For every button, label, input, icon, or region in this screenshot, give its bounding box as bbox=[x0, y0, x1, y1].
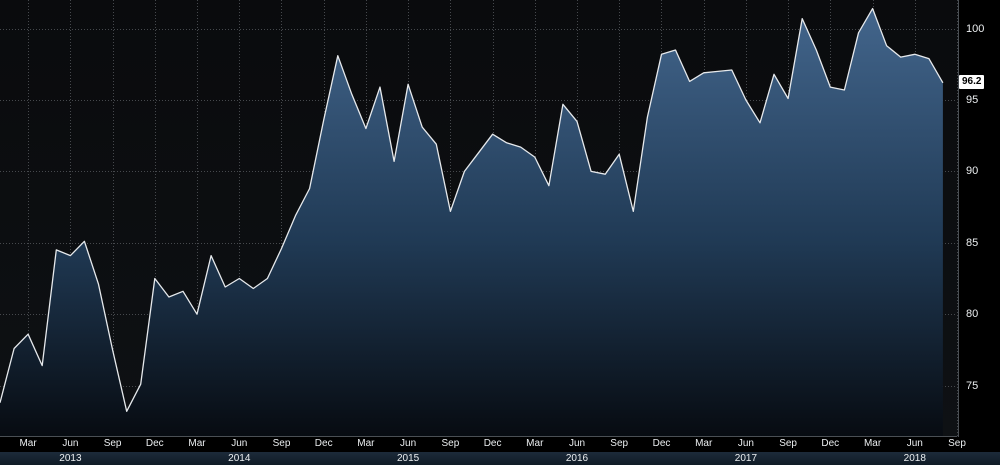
x-tick-label: Jun bbox=[906, 438, 923, 449]
x-tick-label: Sep bbox=[948, 438, 966, 449]
x-tick-label: Sep bbox=[103, 438, 122, 449]
x-tick-label: Dec bbox=[821, 438, 840, 449]
chart-canvas[interactable] bbox=[0, 0, 958, 437]
last-value-label: 96.2 bbox=[959, 75, 985, 89]
x-tick-label: Mar bbox=[863, 438, 882, 449]
x-tick-label: Mar bbox=[695, 438, 713, 449]
year-label: 2018 bbox=[903, 453, 926, 464]
y-axis-label: 90 bbox=[966, 165, 979, 178]
x-tick-label: Mar bbox=[19, 438, 37, 449]
year-label: 2016 bbox=[565, 453, 589, 464]
x-tick-label: Sep bbox=[610, 438, 629, 449]
series-line bbox=[0, 7, 944, 412]
x-tick-label: Jun bbox=[231, 438, 248, 449]
x-tick-label: Jun bbox=[62, 438, 79, 449]
x-tick-label: Sep bbox=[441, 438, 460, 449]
x-tick-label: Jun bbox=[568, 438, 586, 449]
year-label: 2015 bbox=[396, 453, 420, 464]
x-tick-label: Mar bbox=[188, 438, 206, 449]
x-tick-label: Dec bbox=[145, 438, 164, 449]
year-axis: 2013 2014 2015 2016 2017 2018 bbox=[0, 452, 1000, 465]
year-label: 2013 bbox=[59, 453, 82, 464]
x-tick-label: Dec bbox=[652, 438, 671, 449]
y-axis-label: 75 bbox=[966, 379, 979, 392]
series-area-fill bbox=[0, 8, 943, 437]
x-tick-label: Dec bbox=[314, 438, 333, 449]
month-axis: Mar Jun Sep Dec Mar Jun Sep Dec Mar Jun Sep Dec Mar J… bbox=[0, 437, 965, 452]
x-tick-label: Jun bbox=[400, 438, 417, 449]
year-label: 2017 bbox=[734, 453, 758, 464]
y-axis-label: 85 bbox=[966, 236, 979, 249]
x-tick-label: Sep bbox=[272, 438, 291, 449]
x-tick-label: Sep bbox=[779, 438, 797, 449]
plot-area[interactable] bbox=[0, 0, 958, 437]
y-axis-label: 95 bbox=[966, 94, 979, 106]
x-tick-label: Mar bbox=[357, 438, 375, 449]
x-tick-label: Dec bbox=[483, 438, 502, 449]
x-tick-label: Mar bbox=[526, 438, 544, 449]
year-label: 2014 bbox=[228, 453, 251, 464]
y-axis-label: 100 bbox=[966, 22, 985, 35]
x-tick-label: Jun bbox=[737, 438, 754, 449]
y-axis-label: 80 bbox=[966, 308, 979, 321]
y-axis: 75 80 85 90 95 100 bbox=[958, 0, 1000, 437]
